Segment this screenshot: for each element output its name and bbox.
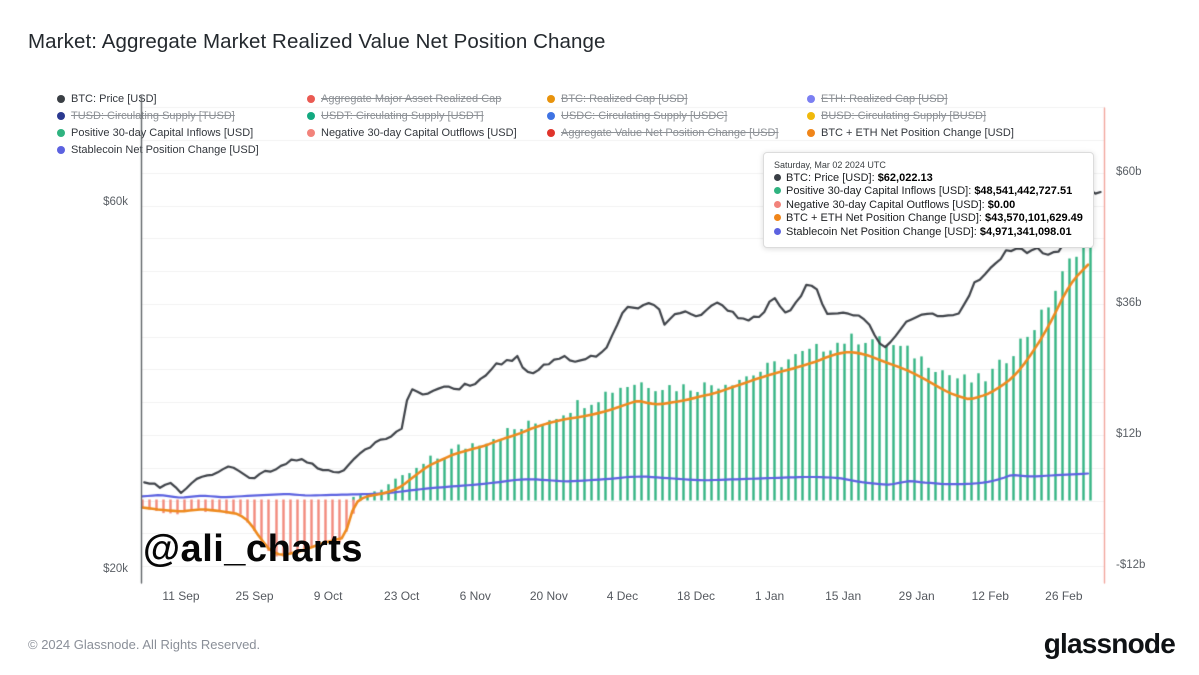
x-tick-6 Nov: 6 Nov bbox=[459, 589, 491, 603]
tooltip-dot bbox=[774, 227, 781, 235]
tooltip-value: $4,971,341,098.01 bbox=[979, 225, 1072, 238]
tooltip-value: $0.00 bbox=[987, 198, 1016, 211]
watermark-ali-charts: @ali_charts bbox=[143, 528, 363, 570]
y-right-tick--$12b: -$12b bbox=[1116, 559, 1146, 572]
y-left-tick-$60k: $60k bbox=[103, 196, 128, 208]
x-tick-29 Jan: 29 Jan bbox=[898, 589, 935, 603]
y-left-tick-$20k: $20k bbox=[103, 563, 128, 575]
tooltip-row-4: Stablecoin Net Position Change [USD]: $4… bbox=[774, 226, 1083, 239]
tooltip-dot bbox=[774, 214, 781, 222]
tooltip-value: $43,570,101,629.49 bbox=[985, 212, 1083, 225]
y-right-tick-$12b: $12b bbox=[1116, 427, 1142, 440]
tooltip-row-3: BTC + ETH Net Position Change [USD]: $43… bbox=[774, 212, 1083, 225]
tooltip-row-2: Negative 30-day Capital Outflows [USD]: … bbox=[774, 199, 1083, 212]
footer: © 2024 Glassnode. All Rights Reserved. g… bbox=[0, 620, 1199, 675]
tooltip-dot bbox=[774, 200, 781, 208]
tooltip-date: Saturday, Mar 02 2024 UTC bbox=[774, 160, 886, 170]
x-tick-15 Jan: 15 Jan bbox=[825, 589, 862, 603]
x-tick-12 Feb: 12 Feb bbox=[971, 589, 1009, 603]
tooltip-dot bbox=[774, 174, 781, 181]
tooltip-value: $48,541,442,727.51 bbox=[974, 185, 1073, 198]
y-right-tick-$60b: $60b bbox=[1116, 165, 1142, 178]
x-tick-18 Dec: 18 Dec bbox=[676, 589, 715, 603]
x-tick-23 Oct: 23 Oct bbox=[384, 589, 420, 603]
x-tick-11 Sep: 11 Sep bbox=[162, 589, 200, 603]
chart-tooltip: Saturday, Mar 02 2024 UTC BTC: Price [US… bbox=[763, 152, 1094, 249]
tooltip-value: $62,022.13 bbox=[877, 172, 933, 184]
x-tick-20 Nov: 20 Nov bbox=[529, 589, 568, 603]
x-tick-4 Dec: 4 Dec bbox=[606, 589, 639, 603]
copyright-text: © 2024 Glassnode. All Rights Reserved. bbox=[28, 637, 261, 652]
tooltip-dot bbox=[774, 187, 781, 195]
tooltip-row-0: BTC: Price [USD]: $62,022.13 bbox=[774, 172, 1083, 185]
tooltip-row-1: Positive 30-day Capital Inflows [USD]: $… bbox=[774, 185, 1083, 198]
x-tick-25 Sep: 25 Sep bbox=[235, 589, 274, 603]
x-tick-9 Oct: 9 Oct bbox=[313, 589, 343, 603]
x-tick-1 Jan: 1 Jan bbox=[754, 589, 785, 603]
glassnode-logo[interactable]: glassnode bbox=[1043, 628, 1176, 659]
tooltip-rows: BTC: Price [USD]: $62,022.13 Positive 30-… bbox=[774, 172, 1083, 239]
y-right-tick-$36b: $36b bbox=[1116, 296, 1142, 309]
x-tick-26 Feb: 26 Feb bbox=[1045, 589, 1083, 603]
